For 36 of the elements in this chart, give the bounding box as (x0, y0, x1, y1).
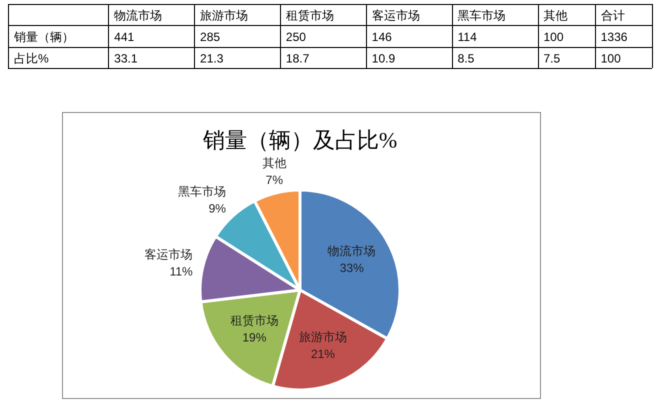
category-label: 黑车市场 (458, 8, 506, 23)
slice-label: 旅游市场 (298, 330, 347, 344)
data-label: 250 (286, 30, 306, 44)
data-label: 11% (170, 264, 194, 279)
data-label: 146 (372, 30, 392, 44)
text: 销量（辆） (13, 30, 74, 44)
category-label: 客运市场 (372, 8, 420, 23)
data-label: 33% (340, 261, 364, 276)
category-label: 物流市场 (114, 8, 162, 23)
data-label: 7% (266, 172, 284, 187)
data-label: 9% (208, 201, 226, 216)
slice-label: 物流市场 (328, 244, 376, 258)
category-label: 租赁市场 (286, 8, 334, 23)
data-label: 114 (458, 30, 478, 44)
category-label: 旅游市场 (200, 8, 248, 23)
data-label: 10.9 (372, 51, 396, 66)
data-label: 285 (200, 30, 220, 44)
data-label: 100 (544, 30, 564, 44)
data-label: 21.3 (200, 51, 224, 66)
data-label: 8.5 (458, 51, 475, 66)
data-label: 7.5 (544, 51, 561, 66)
data-label: 1336 (600, 30, 628, 44)
text: 占比% (14, 51, 49, 66)
chart-title: 销量（辆）及占比% (202, 128, 398, 152)
category-label: 合计 (600, 8, 625, 23)
data-label: 21% (310, 346, 336, 361)
slice-label: 黑车市场 (178, 184, 226, 198)
category-label: 其他 (544, 8, 568, 23)
data-label: 18.7 (286, 51, 310, 66)
slice-label: 客运市场 (144, 248, 193, 262)
data-label: 19% (242, 330, 267, 344)
slice-label: 其他 (262, 156, 286, 170)
data-label: 33.1 (114, 51, 138, 66)
data-label: 441 (114, 30, 135, 44)
slice-label: 租赁市场 (230, 313, 278, 328)
data-label: 100 (600, 51, 622, 66)
